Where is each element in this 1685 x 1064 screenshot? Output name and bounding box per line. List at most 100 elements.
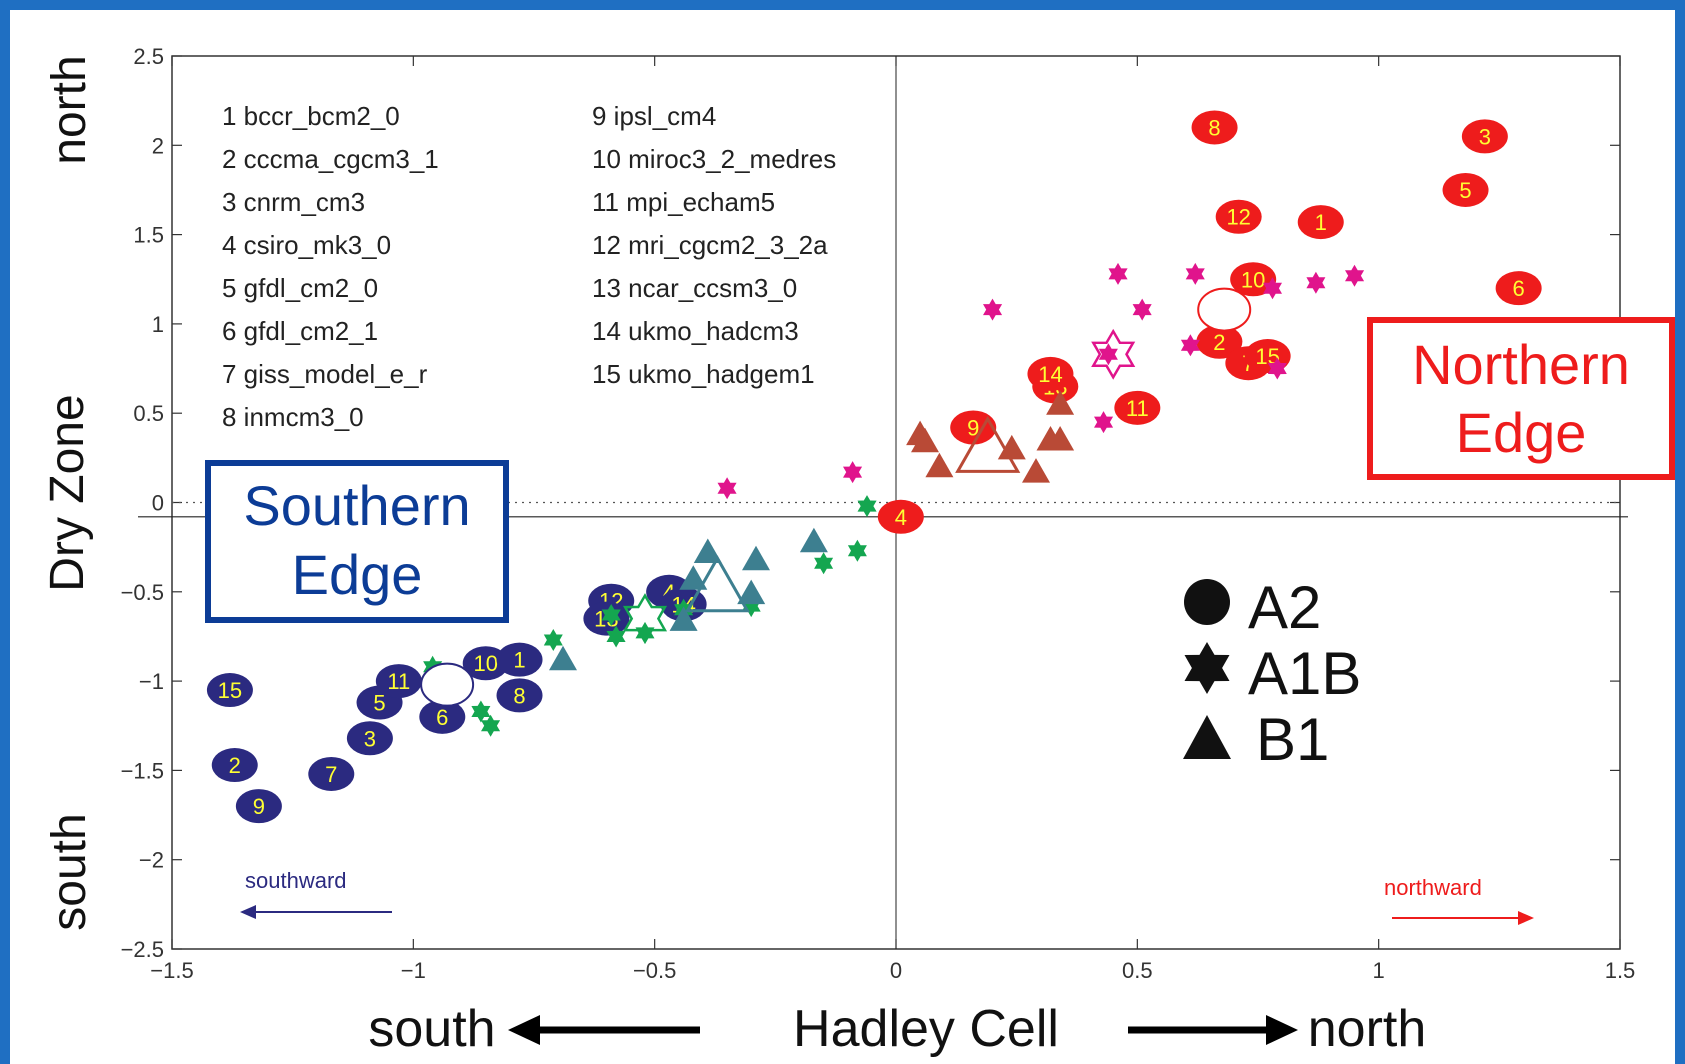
a2-point-label: 6	[436, 705, 448, 730]
a2-point	[206, 673, 253, 708]
a2-point	[950, 410, 997, 445]
a2-point	[1230, 262, 1277, 297]
a1b-point	[1180, 334, 1200, 357]
a1b-point	[843, 461, 863, 484]
model-list-item: 12 mri_cgcm2_3_2a	[592, 230, 828, 260]
model-list-item: 11 mpi_echam5	[592, 187, 775, 217]
model-list-item: 10 miroc3_2_medres	[592, 144, 836, 174]
a2-point	[375, 664, 422, 699]
x-axis-label: Hadley Cell	[793, 1000, 1059, 1058]
a2-point-label: 14	[1038, 362, 1062, 387]
a2-point-label: 6	[1513, 276, 1525, 301]
b1-point	[549, 645, 577, 671]
a2-point-label: 11	[387, 669, 410, 694]
a1b-point	[543, 629, 563, 651]
a2-point-label: 4	[895, 505, 907, 530]
a1b-point	[1185, 262, 1205, 285]
a2-point	[1027, 356, 1074, 391]
southern-edge-box: Southern Edge	[205, 460, 509, 623]
b1-point	[1046, 426, 1075, 451]
model-list-item: 4 csiro_mk3_0	[222, 230, 391, 260]
b1-point	[693, 538, 722, 563]
a1b-point	[717, 477, 737, 500]
y-tick-label: −2.5	[121, 937, 164, 962]
legend: A2 A1B B1	[1183, 574, 1361, 773]
a1b-point	[847, 539, 867, 562]
b1-point	[799, 527, 828, 553]
x-axis-south-arrow-head-icon	[508, 1015, 540, 1045]
model-list-item: 2 cccma_cgcm3_1	[222, 144, 439, 174]
a1b-point	[1098, 343, 1118, 366]
a1b-point	[606, 625, 626, 648]
a1b-point	[471, 700, 491, 723]
a2-point	[877, 499, 924, 534]
b1-point	[1046, 390, 1075, 415]
a1b-point	[481, 714, 501, 737]
x-axis-label-south: south	[368, 1000, 495, 1058]
y-tick-label: 2	[152, 133, 164, 158]
y-tick-label: −2	[139, 848, 164, 873]
legend-label-a1b: A1B	[1248, 640, 1361, 707]
a1b-point	[635, 621, 655, 644]
y-tick-label: −1	[139, 669, 164, 694]
a2-point	[346, 721, 393, 756]
a1b-point	[1267, 357, 1287, 380]
northward-arrow-head-icon	[1518, 911, 1534, 925]
a2-point-label: 7	[325, 762, 337, 787]
x-axis-north-arrow-head-icon	[1266, 1015, 1298, 1045]
b1-point	[669, 606, 698, 631]
a2-point	[496, 642, 543, 677]
b1-point	[925, 452, 954, 478]
a2-point-label: 1	[1315, 210, 1327, 235]
b1-point	[679, 565, 708, 590]
y-tick-label: 0	[152, 491, 164, 516]
y-axis-label-south: south	[43, 813, 96, 930]
a1b-point	[1132, 298, 1152, 321]
a2-point	[1196, 324, 1243, 359]
a2-point	[419, 699, 466, 734]
a1b-point	[601, 604, 621, 626]
a2-mean-marker	[1197, 287, 1252, 332]
a2-point-label: 9	[967, 415, 979, 440]
a2-point-label: 12	[1226, 205, 1250, 230]
model-list-item: 13 ncar_ccsm3_0	[592, 273, 797, 303]
a2-point-label: 1	[513, 648, 525, 673]
a2-point	[462, 646, 509, 681]
b1-point	[911, 427, 939, 453]
b1-point	[737, 579, 766, 605]
b1-point	[997, 434, 1026, 460]
a2-point-label: 15	[218, 678, 242, 703]
model-list-item: 5 gfdl_cm2_0	[222, 273, 378, 303]
southern-edge-label-line1: Southern	[243, 474, 470, 537]
model-list-item: 8 inmcm3_0	[222, 402, 364, 432]
a1b-point	[1345, 264, 1365, 287]
a2-point	[1215, 199, 1262, 234]
a2-point	[235, 789, 282, 824]
a2-point-label: 10	[1241, 267, 1265, 292]
x-tick-label: −1.5	[150, 958, 193, 983]
a1b-point	[814, 552, 834, 575]
legend-label-b1: B1	[1256, 706, 1329, 773]
a2-point	[1114, 390, 1161, 425]
y-tick-label: 1	[152, 312, 164, 337]
y-tick-label: −1.5	[121, 758, 164, 783]
y-axis-label: Dry Zone	[41, 394, 94, 591]
a1b-mean-marker	[622, 593, 668, 645]
northern-edge-box: Northern Edge	[1367, 317, 1675, 480]
y-tick-label: −0.5	[121, 580, 164, 605]
a1b-point	[1108, 262, 1128, 285]
a2-point	[211, 748, 258, 783]
southward-arrow: southward	[240, 868, 392, 919]
a2-point	[1495, 271, 1542, 306]
a2-point-label: 3	[1479, 124, 1491, 149]
model-list-item: 3 cnrm_cm3	[222, 187, 365, 217]
a2-point-label: 9	[253, 794, 265, 819]
a2-point-label: 11	[1126, 396, 1149, 421]
a1b-point	[983, 298, 1003, 321]
b1-point	[1022, 458, 1050, 483]
southern-edge-label-line2: Edge	[292, 543, 423, 606]
x-tick-label: 1	[1373, 958, 1385, 983]
a2-mean-marker	[420, 662, 475, 707]
a2-point	[1442, 172, 1489, 207]
